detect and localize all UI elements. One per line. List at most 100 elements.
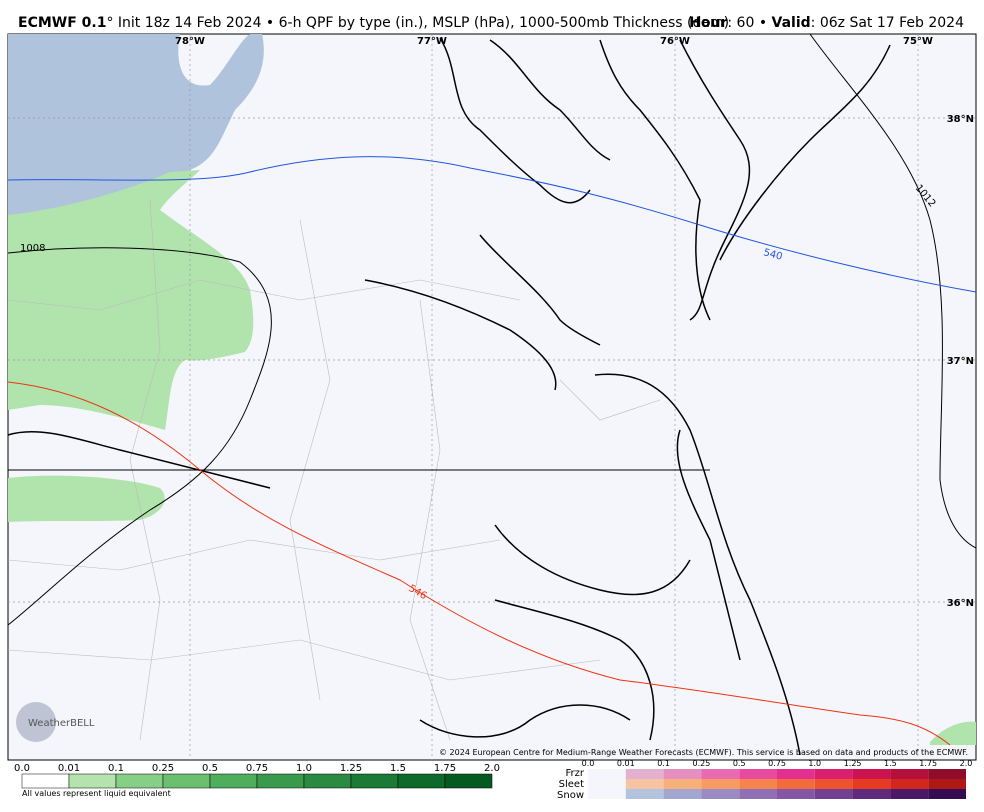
hour-label: Hour <box>689 15 727 31</box>
type-swatch <box>928 769 966 779</box>
isobar <box>7 247 272 626</box>
credit: © 2024 European Centre for Medium-Range … <box>439 748 968 757</box>
type-swatch <box>890 779 929 789</box>
contour-label: 540 <box>762 247 783 263</box>
type-swatch <box>777 789 815 799</box>
hour: : 60 • <box>727 15 771 31</box>
qpf-swatch <box>21 773 70 789</box>
type-swatch <box>814 789 853 799</box>
longitude-label: 75°W <box>903 36 933 47</box>
qpf-label: 0.1 <box>108 763 124 774</box>
valid-label: Valid <box>772 15 811 31</box>
qpf-swatch <box>444 773 493 789</box>
qpf-label: 0.75 <box>246 763 268 774</box>
qpf-swatch <box>209 773 258 789</box>
latitude-label: 36°N <box>947 598 974 609</box>
type-swatch <box>852 779 891 789</box>
qpf-label: 1.5 <box>390 763 406 774</box>
type-swatch <box>777 779 815 789</box>
latitude-label: 38°N <box>947 114 974 125</box>
qpf-swatch <box>115 773 164 789</box>
type-swatch <box>739 769 777 779</box>
type-value-label: 0.1 <box>657 759 670 768</box>
longitude-label: 77°W <box>417 36 447 47</box>
qpf-label: 1.25 <box>340 763 362 774</box>
qpf-swatch <box>256 773 305 789</box>
map-labels: 78°W 77°W 76°W 75°W 38°N 37°N 36°N <box>175 36 974 609</box>
logo-mark <box>16 702 56 742</box>
type-swatch <box>625 779 664 789</box>
type-swatch <box>739 779 777 789</box>
type-swatch <box>701 789 740 799</box>
type-swatch <box>777 769 815 779</box>
valid-time: Hour: 60 • Valid: 06z Sat 17 Feb 2024 <box>689 15 964 31</box>
rain-area <box>8 170 254 430</box>
thickness-line <box>7 381 951 746</box>
type-value-label: 0.75 <box>768 759 786 768</box>
title: ECMWF 0.1° Init 18z 14 Feb 2024 • 6-h QP… <box>18 15 729 31</box>
qpf-label: 1.0 <box>296 763 312 774</box>
isobar <box>809 33 977 549</box>
type-label: Snow <box>557 790 584 801</box>
qpf-label: 0.25 <box>152 763 174 774</box>
qpf-swatch <box>350 773 399 789</box>
legend-note: All values represent liquid equivalent <box>22 789 171 798</box>
title-text: ° Init 18z 14 Feb 2024 • 6-h QPF by type… <box>106 15 729 31</box>
rain-area <box>8 475 165 522</box>
type-label: Sleet <box>559 779 584 790</box>
qpf-label: 1.75 <box>434 763 456 774</box>
type-swatch <box>852 769 891 779</box>
qpf-label: 0.0 <box>14 763 30 774</box>
type-swatch <box>701 769 740 779</box>
qpf-label: 0.5 <box>202 763 218 774</box>
qpf-swatch <box>397 773 446 789</box>
type-swatch <box>739 789 777 799</box>
qpf-swatch <box>68 773 117 789</box>
qpf-swatch <box>162 773 211 789</box>
logo: WeatherBELL <box>28 718 95 729</box>
thickness-line <box>7 156 977 293</box>
type-value-label: 1.0 <box>808 759 821 768</box>
type-swatch <box>588 779 626 789</box>
map: 78°W 77°W 76°W 75°W38°N37°N36°N 1008 1012 5… <box>7 33 977 761</box>
type-value-label: 0.0 <box>582 759 595 768</box>
county-lines <box>7 199 661 741</box>
type-value-label: 1.25 <box>844 759 862 768</box>
type-swatch <box>663 779 702 789</box>
qpf-swatch <box>303 773 352 789</box>
type-swatch <box>588 789 626 799</box>
longitude-label: 76°W <box>660 36 690 47</box>
type-swatch <box>625 769 664 779</box>
type-swatch <box>928 779 966 789</box>
type-swatch <box>890 769 929 779</box>
type-value-label: 0.5 <box>733 759 746 768</box>
qpf-label: 0.01 <box>58 763 80 774</box>
snow-area <box>8 34 264 215</box>
type-swatch <box>663 789 702 799</box>
type-swatch <box>588 769 626 779</box>
coastline <box>7 37 891 756</box>
type-swatch <box>928 789 966 799</box>
type-value-label: 2.0 <box>960 759 973 768</box>
type-swatch <box>663 769 702 779</box>
legend: All values represent liquid equivalent 0… <box>14 759 972 801</box>
latitude-label: 37°N <box>947 356 974 367</box>
type-swatch <box>625 789 664 799</box>
qpf-label: 2.0 <box>484 763 500 774</box>
contour-label: 1008 <box>20 243 45 254</box>
graticule <box>8 34 976 760</box>
model: ECMWF 0.1 <box>18 15 106 31</box>
type-swatch <box>890 789 929 799</box>
type-value-label: 0.25 <box>692 759 710 768</box>
type-swatch <box>852 789 891 799</box>
type-swatch <box>814 779 853 789</box>
valid: : 06z Sat 17 Feb 2024 <box>811 15 964 31</box>
type-value-label: 1.75 <box>919 759 937 768</box>
type-label: Frzr <box>566 768 585 779</box>
longitude-label: 78°W <box>175 36 205 47</box>
type-value-label: 1.5 <box>884 759 897 768</box>
type-swatch <box>701 779 740 789</box>
type-swatch <box>814 769 853 779</box>
type-value-label: 0.01 <box>617 759 635 768</box>
